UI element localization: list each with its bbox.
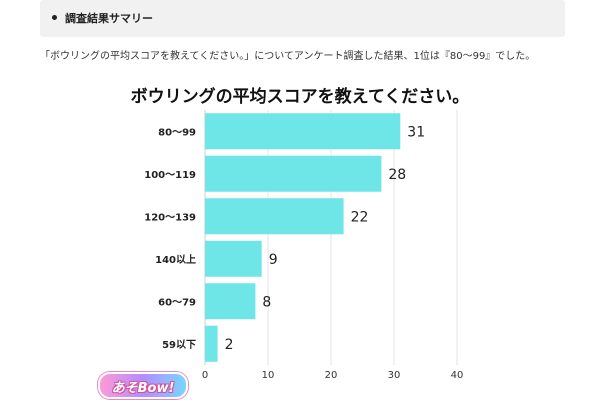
summary-box: 調査結果サマリー bbox=[40, 0, 565, 37]
data-label: 22 bbox=[351, 209, 369, 225]
category-label: 100〜119 bbox=[144, 170, 196, 181]
lead-text: 「ボウリングの平均スコアを教えてください。」についてアンケート調査した結果、1位… bbox=[40, 51, 536, 62]
bullet-icon bbox=[52, 15, 57, 20]
x-tick-label: 30 bbox=[388, 370, 401, 381]
bar bbox=[205, 155, 382, 192]
chart-title: ボウリングの平均スコアを教えてください。 bbox=[131, 86, 470, 107]
logo-text: あそBow! bbox=[111, 381, 175, 396]
category-label: 120〜139 bbox=[144, 212, 196, 223]
x-tick-label: 0 bbox=[202, 370, 208, 381]
x-tick-label: 20 bbox=[325, 370, 338, 381]
data-label: 9 bbox=[269, 252, 278, 268]
bar bbox=[205, 113, 401, 150]
bar bbox=[205, 325, 218, 362]
data-label: 2 bbox=[225, 337, 234, 353]
category-label: 80〜99 bbox=[158, 127, 196, 138]
summary-title: 調査結果サマリー bbox=[65, 12, 153, 25]
bar bbox=[205, 283, 256, 320]
asobow-logo: あそBow! bbox=[98, 372, 188, 399]
grid-layer bbox=[204, 110, 458, 365]
x-tick-label: 10 bbox=[262, 370, 275, 381]
x-tick-label: 40 bbox=[451, 370, 464, 381]
data-label: 28 bbox=[388, 167, 406, 183]
category-label: 60〜79 bbox=[158, 297, 196, 308]
data-label: 8 bbox=[262, 294, 271, 310]
category-label: 59以下 bbox=[162, 339, 196, 351]
bar bbox=[205, 198, 344, 235]
category-label: 140以上 bbox=[155, 253, 196, 266]
bar-layer bbox=[205, 113, 401, 362]
bar bbox=[205, 240, 262, 277]
data-label: 31 bbox=[407, 124, 425, 140]
